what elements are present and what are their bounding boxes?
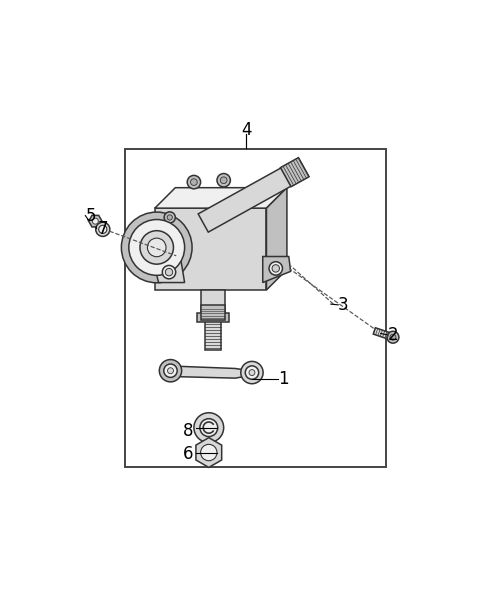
Text: 5: 5 (85, 206, 96, 224)
Circle shape (121, 212, 192, 283)
Circle shape (201, 445, 217, 461)
Circle shape (164, 212, 175, 223)
Circle shape (272, 265, 279, 272)
Polygon shape (263, 257, 290, 283)
Bar (155, 208, 266, 290)
Circle shape (217, 173, 230, 187)
Bar (201, 290, 225, 316)
Circle shape (241, 361, 263, 384)
Circle shape (140, 230, 173, 264)
Text: 8: 8 (183, 422, 193, 440)
Text: 7: 7 (97, 220, 108, 238)
Circle shape (165, 268, 173, 276)
Circle shape (187, 175, 201, 189)
Circle shape (147, 238, 166, 257)
Circle shape (220, 177, 227, 184)
Text: 3: 3 (337, 296, 348, 314)
Circle shape (245, 366, 259, 379)
Text: 2: 2 (388, 326, 398, 344)
Circle shape (129, 220, 185, 275)
Circle shape (162, 265, 176, 279)
Circle shape (159, 359, 181, 382)
FancyBboxPatch shape (197, 313, 229, 322)
Polygon shape (280, 158, 309, 187)
Circle shape (164, 364, 177, 377)
Text: 1: 1 (278, 370, 288, 388)
Text: 4: 4 (241, 121, 251, 139)
Text: 6: 6 (183, 445, 193, 463)
Circle shape (249, 370, 255, 376)
Polygon shape (196, 437, 222, 467)
Polygon shape (164, 366, 250, 378)
Circle shape (387, 331, 399, 343)
Circle shape (168, 368, 173, 374)
Circle shape (191, 179, 197, 185)
Circle shape (96, 222, 110, 236)
Polygon shape (155, 260, 185, 283)
Polygon shape (198, 158, 309, 232)
Circle shape (92, 218, 98, 224)
Circle shape (200, 419, 218, 437)
Polygon shape (266, 188, 287, 290)
Circle shape (194, 413, 224, 443)
Bar (201, 305, 225, 320)
Polygon shape (155, 188, 287, 208)
Bar (125, 149, 385, 467)
Polygon shape (373, 328, 394, 340)
Circle shape (99, 225, 107, 233)
Circle shape (390, 334, 396, 340)
Circle shape (269, 262, 282, 275)
Bar (204, 320, 221, 349)
Polygon shape (89, 215, 102, 227)
Circle shape (167, 215, 172, 220)
